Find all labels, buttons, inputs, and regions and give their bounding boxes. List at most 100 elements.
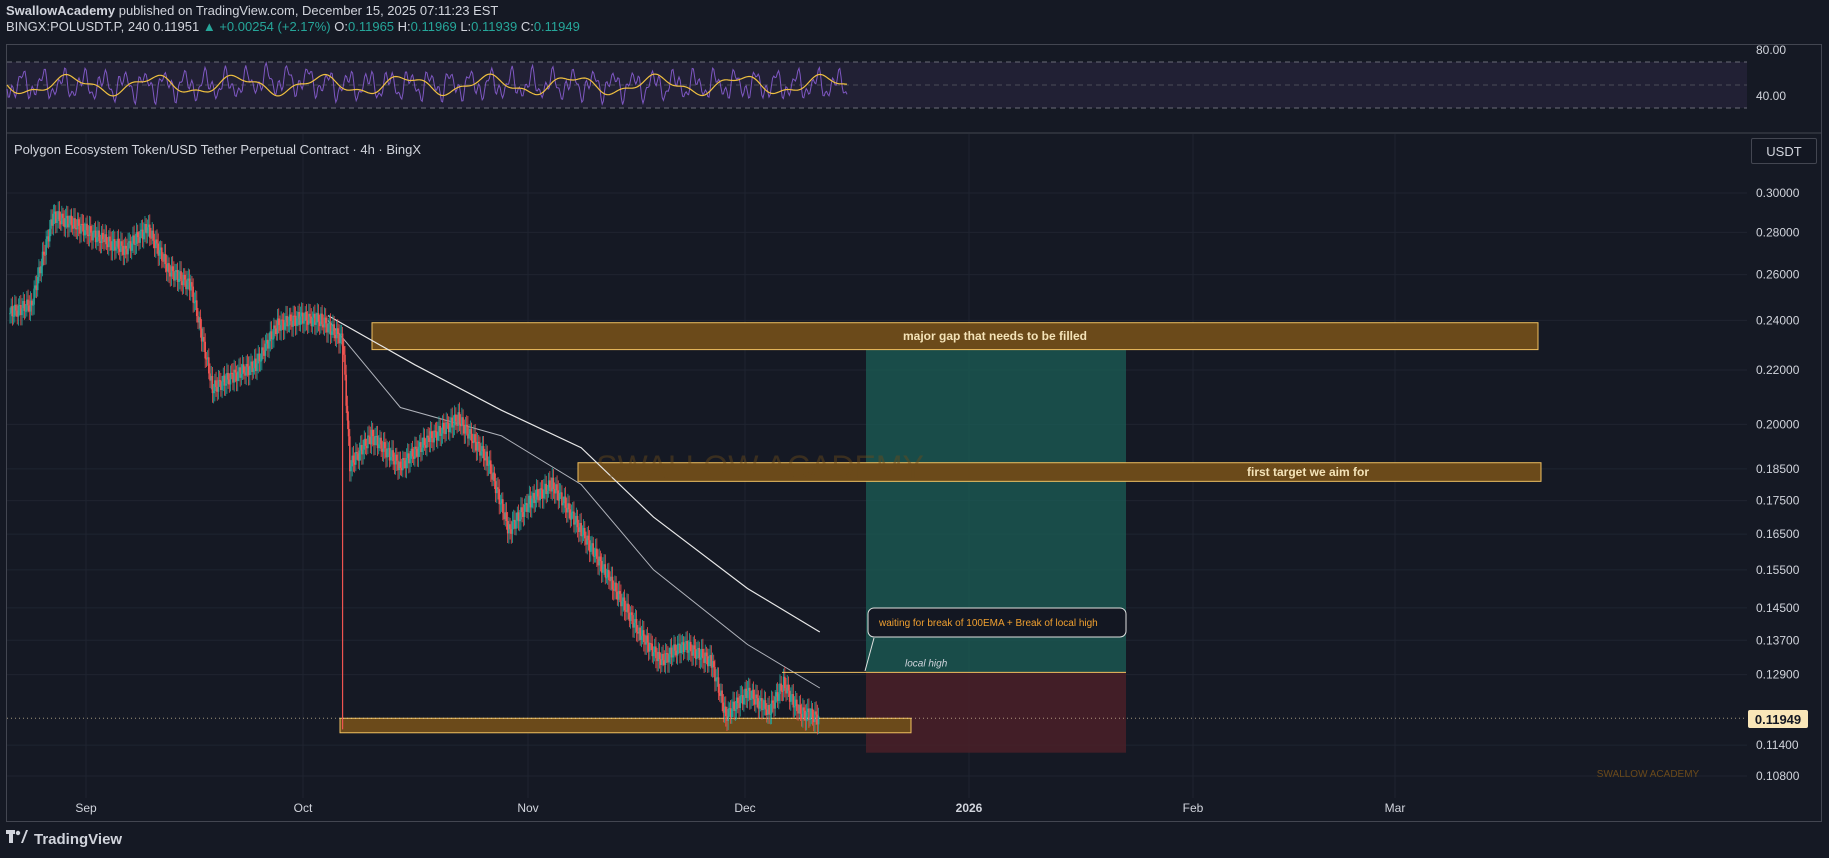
candle-body bbox=[767, 704, 769, 715]
candle-body bbox=[550, 487, 552, 492]
candle-body bbox=[641, 630, 644, 636]
tradingview-logo[interactable]: TradingView bbox=[6, 830, 122, 848]
candle-body bbox=[630, 612, 633, 616]
candle-body bbox=[586, 535, 588, 545]
candle-body bbox=[523, 504, 526, 517]
candle-body bbox=[39, 267, 41, 274]
candle-body bbox=[334, 334, 337, 339]
candle-body bbox=[633, 622, 635, 628]
candle-body bbox=[796, 699, 798, 712]
candle-body bbox=[367, 435, 369, 449]
candle-body bbox=[685, 640, 687, 644]
candle-body bbox=[94, 230, 97, 243]
candle-body bbox=[433, 430, 435, 443]
candle-body bbox=[309, 313, 311, 317]
candle-body bbox=[439, 425, 441, 436]
y-tick-label: 0.28000 bbox=[1756, 225, 1800, 239]
candle-body bbox=[329, 322, 332, 335]
candle-body bbox=[288, 314, 291, 326]
candle-body bbox=[176, 270, 179, 282]
candle-body bbox=[811, 708, 814, 718]
candle-body bbox=[541, 489, 544, 499]
candle-body bbox=[233, 369, 235, 383]
candle-body bbox=[100, 232, 103, 244]
candle-body bbox=[314, 313, 316, 325]
candle-body bbox=[533, 492, 535, 503]
candle-body bbox=[20, 305, 22, 316]
candle-body bbox=[528, 495, 531, 504]
candle-body bbox=[141, 229, 144, 240]
candle-body bbox=[499, 503, 502, 505]
candle-body bbox=[274, 325, 276, 329]
candle-body bbox=[333, 324, 335, 335]
candle-body bbox=[708, 658, 710, 667]
candle-body bbox=[308, 313, 310, 325]
candle-body bbox=[763, 700, 766, 709]
candle-body bbox=[234, 369, 237, 373]
candle-body bbox=[692, 645, 695, 656]
last-value: 0.11951 bbox=[153, 19, 200, 34]
candle-body bbox=[130, 243, 133, 251]
author-name[interactable]: SwallowAcademy bbox=[6, 3, 116, 18]
symbol-label[interactable]: BINGX:POLUSDT.P, 240 bbox=[6, 19, 150, 34]
candle-body bbox=[209, 373, 211, 381]
candle-body bbox=[774, 696, 776, 709]
tradingview-icon bbox=[6, 830, 28, 848]
candle-body bbox=[544, 483, 546, 490]
candle-body bbox=[300, 312, 303, 317]
candle-body bbox=[411, 448, 414, 457]
candle-body bbox=[257, 353, 260, 364]
candle-body bbox=[349, 436, 351, 472]
candle-body bbox=[393, 461, 396, 465]
candle-body bbox=[436, 431, 439, 441]
candle-body bbox=[386, 448, 388, 458]
candle-body bbox=[482, 446, 485, 459]
candle-body bbox=[127, 242, 129, 255]
candle-body bbox=[14, 304, 16, 316]
candle-body bbox=[86, 223, 88, 235]
candle-body bbox=[44, 254, 46, 256]
watermark-corner: SWALLOW ACADEMY bbox=[1597, 769, 1700, 780]
candle-body bbox=[623, 597, 626, 611]
candle-body bbox=[265, 339, 268, 344]
candle-body bbox=[409, 458, 411, 464]
candle-body bbox=[306, 320, 309, 325]
candle-body bbox=[563, 496, 566, 504]
candle-body bbox=[668, 654, 670, 663]
candle-body bbox=[361, 444, 363, 455]
candle-body bbox=[64, 218, 67, 228]
candle-body bbox=[627, 603, 629, 613]
candle-body bbox=[696, 651, 698, 660]
candle-body bbox=[392, 450, 394, 462]
candle-body bbox=[67, 215, 69, 228]
candle-body bbox=[712, 661, 715, 667]
candle-body bbox=[42, 251, 45, 255]
callout-pointer bbox=[864, 637, 875, 672]
candle-body bbox=[9, 313, 11, 315]
candle-body bbox=[591, 543, 593, 546]
candle-body bbox=[188, 278, 191, 291]
candle-body bbox=[488, 460, 491, 465]
candle-body bbox=[118, 248, 121, 252]
candle-body bbox=[667, 653, 669, 663]
chart-frame[interactable] bbox=[6, 44, 1822, 822]
candle-body bbox=[217, 380, 220, 392]
candle-body bbox=[24, 310, 27, 312]
candle-body bbox=[777, 693, 780, 701]
candle-body bbox=[406, 453, 409, 458]
candle-body bbox=[16, 310, 19, 317]
y-tick-label: 0.30000 bbox=[1756, 186, 1800, 200]
candle-body bbox=[150, 237, 152, 239]
candle-body bbox=[132, 235, 134, 244]
currency-button[interactable]: USDT bbox=[1751, 138, 1817, 164]
candle-body bbox=[226, 372, 228, 384]
candle-body bbox=[351, 455, 354, 467]
candle-body bbox=[253, 358, 256, 369]
y-tick-label: 0.13700 bbox=[1756, 633, 1800, 647]
candle-body bbox=[322, 324, 325, 328]
candle-body bbox=[770, 700, 773, 714]
candle-body bbox=[152, 230, 155, 241]
candle-body bbox=[235, 372, 238, 381]
candle-body bbox=[56, 219, 58, 224]
